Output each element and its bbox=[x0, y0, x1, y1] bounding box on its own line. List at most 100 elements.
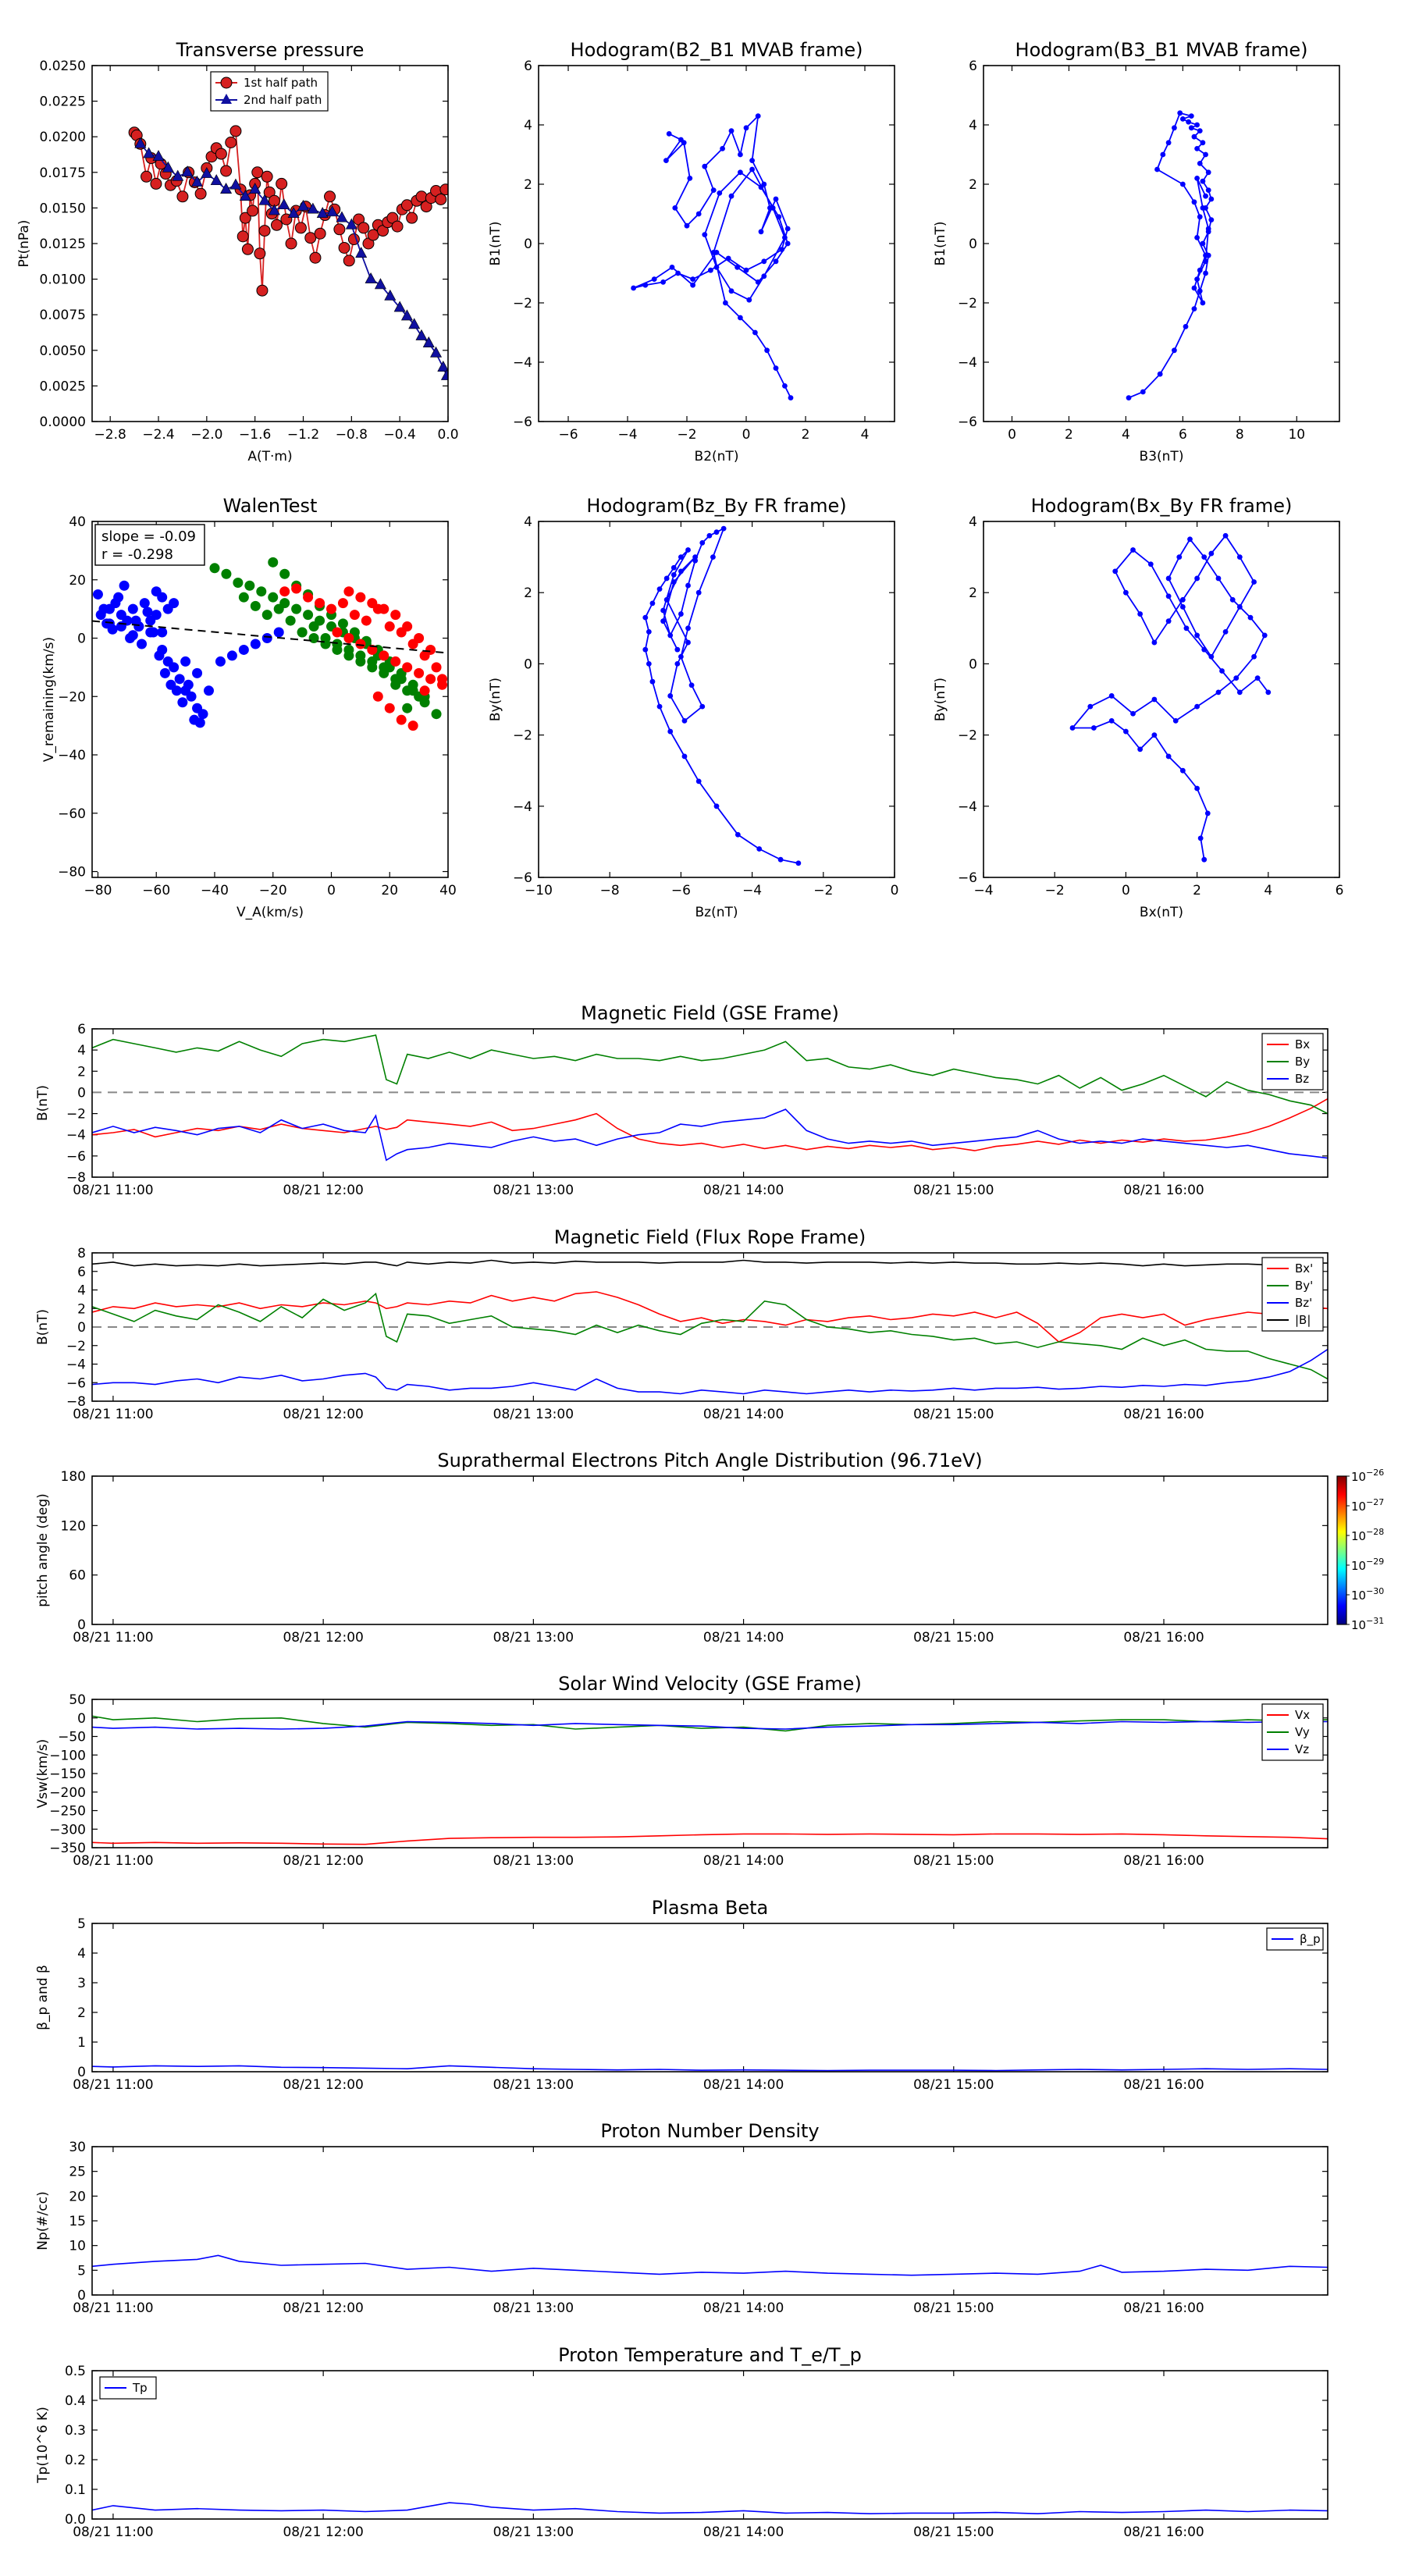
data-point bbox=[372, 691, 383, 702]
data-point bbox=[400, 199, 413, 212]
x-tick-label: −2 bbox=[813, 883, 833, 898]
y-tick-label: 20 bbox=[69, 2189, 86, 2204]
data-point bbox=[1179, 116, 1186, 122]
y-tick-label: −2 bbox=[66, 1339, 86, 1354]
data-point bbox=[755, 279, 761, 285]
data-point bbox=[746, 297, 752, 303]
y-tick-label: 6 bbox=[77, 1022, 86, 1037]
data-point bbox=[728, 128, 735, 134]
data-point bbox=[407, 720, 418, 731]
colorbar bbox=[1336, 1475, 1347, 1625]
series-s0 bbox=[631, 113, 794, 400]
data-point bbox=[150, 177, 162, 190]
plot-area bbox=[92, 1034, 1328, 1162]
data-point bbox=[656, 586, 663, 592]
data-point bbox=[279, 586, 290, 597]
data-point bbox=[357, 222, 370, 234]
data-point bbox=[249, 183, 261, 194]
data-point bbox=[276, 177, 288, 190]
data-point bbox=[1188, 113, 1194, 119]
data-point bbox=[349, 610, 360, 621]
data-point bbox=[355, 656, 366, 667]
x-tick-label: 6 bbox=[1336, 883, 1344, 898]
y-tick-label: 2 bbox=[969, 177, 977, 193]
data-point bbox=[326, 205, 339, 217]
data-point bbox=[782, 235, 788, 240]
x-tick-label: 08/21 11:00 bbox=[73, 1853, 153, 1869]
data-point bbox=[355, 247, 368, 258]
y-tick-label: 6 bbox=[969, 59, 977, 74]
data-point bbox=[393, 301, 406, 312]
data-point bbox=[1187, 536, 1193, 543]
data-point bbox=[1203, 252, 1208, 258]
legend-label: 1st half path bbox=[244, 76, 318, 90]
x-tick-label: 08/21 13:00 bbox=[493, 2300, 574, 2316]
data-point bbox=[1157, 371, 1163, 377]
data-point bbox=[181, 165, 194, 177]
x-tick-label: 08/21 13:00 bbox=[493, 2077, 574, 2093]
data-point bbox=[229, 178, 242, 190]
x-tick-label: 0 bbox=[1008, 427, 1016, 443]
data-point bbox=[795, 860, 802, 866]
data-point bbox=[651, 276, 657, 282]
y-tick-label: 0.0075 bbox=[40, 308, 86, 323]
y-tick-label: 60 bbox=[69, 1568, 86, 1584]
data-point bbox=[695, 778, 702, 785]
data-point bbox=[1208, 653, 1215, 660]
y-tick-label: 4 bbox=[77, 1946, 86, 1962]
data-point bbox=[215, 148, 227, 160]
legend-marker bbox=[221, 94, 232, 104]
y-tick-label: −4 bbox=[958, 355, 977, 371]
data-point bbox=[177, 697, 188, 708]
data-point bbox=[258, 194, 271, 205]
data-point bbox=[642, 614, 649, 621]
legend-label: Tp bbox=[132, 2381, 148, 2395]
data-point bbox=[720, 525, 727, 532]
data-point bbox=[784, 226, 791, 232]
data-point bbox=[309, 251, 322, 264]
axis-ticks: 08/21 11:00 08/21 12:00 08/21 13:00 08/21 1… bbox=[66, 1246, 1328, 1422]
data-point bbox=[238, 592, 249, 603]
colorbar-label: 10−26 bbox=[1351, 1468, 1384, 1484]
data-point bbox=[672, 205, 678, 211]
chart-hodo-b2b1: Hodogram(B2_B1 MVAB frame) B2(nT) B1(nT) −6… bbox=[488, 39, 895, 464]
y-tick-label: −2 bbox=[958, 728, 977, 744]
data-point bbox=[183, 679, 194, 690]
data-point bbox=[779, 247, 784, 252]
x-tick-label: −4 bbox=[742, 883, 762, 898]
data-point bbox=[1197, 288, 1203, 294]
data-point bbox=[244, 580, 255, 591]
chart-hodo-bxby: Hodogram(Bx_By FR frame) Bx(nT) By(nT) −4 −2… bbox=[933, 495, 1343, 920]
x-tick-label: 0 bbox=[327, 883, 336, 898]
x-tick-label: 0 bbox=[891, 883, 899, 898]
chart-vsw: Solar Wind Velocity (GSE Frame) Vsw(km/s)… bbox=[35, 1673, 1329, 1869]
x-tick-label: 08/21 13:00 bbox=[493, 2524, 574, 2540]
data-point bbox=[1123, 589, 1129, 596]
x-tick-label: −80 bbox=[84, 883, 112, 898]
y-tick-label: 2 bbox=[969, 585, 977, 601]
data-point bbox=[782, 383, 788, 389]
data-point bbox=[1087, 703, 1094, 710]
data-point bbox=[784, 240, 791, 247]
plot-frame bbox=[91, 2370, 1329, 2520]
data-point bbox=[194, 717, 205, 728]
data-point bbox=[162, 161, 174, 173]
data-point bbox=[425, 644, 436, 655]
x-tick-label: 08/21 15:00 bbox=[913, 2077, 994, 2093]
data-point bbox=[384, 621, 395, 632]
data-point bbox=[678, 653, 684, 660]
series-line bbox=[92, 1259, 1328, 1267]
data-point bbox=[690, 276, 695, 282]
plot-frame bbox=[538, 65, 895, 422]
data-point bbox=[764, 347, 770, 354]
chart-title: Hodogram(Bz_By FR frame) bbox=[586, 495, 846, 517]
data-point bbox=[297, 627, 308, 638]
x-tick-label: −60 bbox=[142, 883, 170, 898]
data-point bbox=[1236, 554, 1243, 560]
data-point bbox=[695, 589, 702, 596]
data-point bbox=[333, 223, 346, 236]
series-tp bbox=[92, 2502, 1328, 2515]
data-point bbox=[303, 592, 314, 603]
data-point bbox=[758, 184, 764, 190]
y-tick-label: 2 bbox=[77, 1064, 86, 1080]
